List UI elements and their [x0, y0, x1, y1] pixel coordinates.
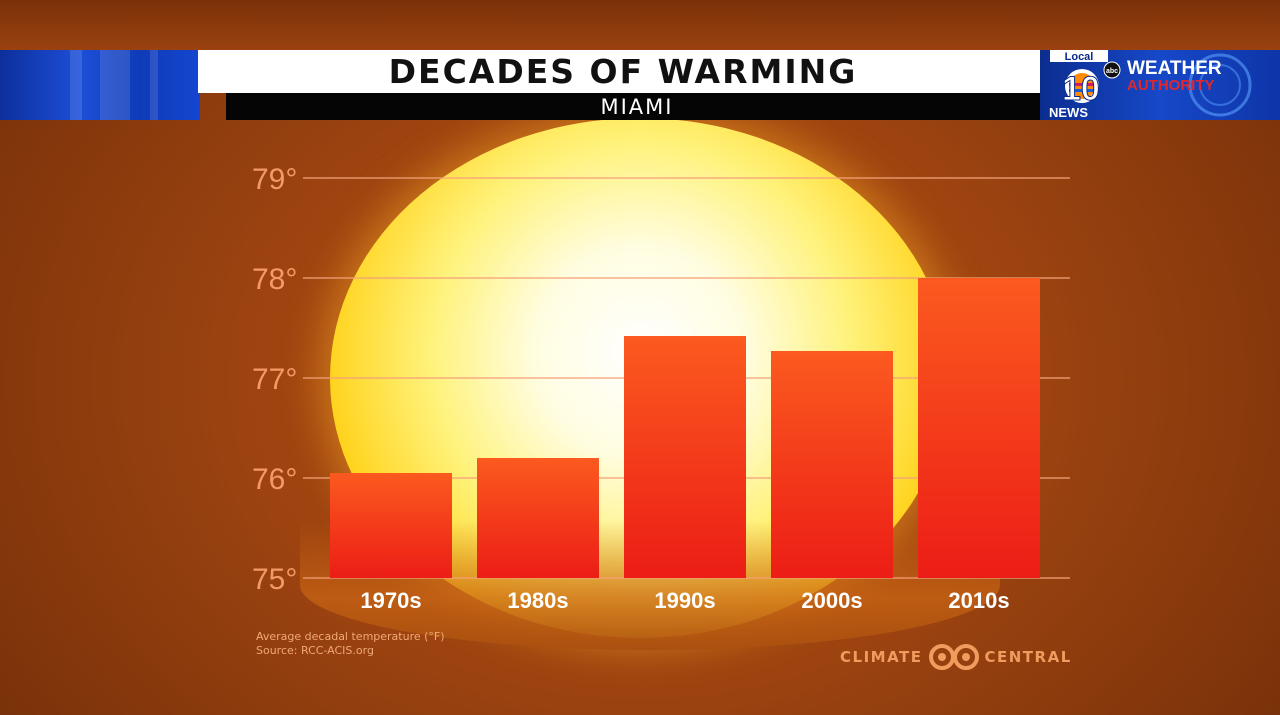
footnote-source: Source: RCC-ACIS.org: [256, 644, 374, 657]
x-category-label: 2010s: [948, 588, 1009, 613]
page-title: DECADES OF WARMING: [388, 52, 858, 91]
title-bar: DECADES OF WARMING: [198, 50, 1048, 93]
station-logo-graphic: Local 10 NEWS abc WEATHER AUTHORITY: [1049, 50, 1252, 120]
header-left-accent: [0, 50, 200, 120]
local-label: Local: [1065, 51, 1094, 63]
brand-word-left: CLIMATE: [840, 648, 923, 666]
x-category-label: 1980s: [507, 588, 568, 613]
page-subtitle: MIAMI: [600, 94, 674, 119]
y-tick-label: 78°: [252, 263, 297, 296]
brand-word-right: CENTRAL: [984, 648, 1072, 666]
climate-central-logo: CLIMATE CENTRAL: [840, 644, 1072, 670]
bar-1970s: [330, 473, 452, 578]
bar-1980s: [477, 458, 599, 578]
bar-1990s: [624, 336, 746, 578]
y-tick-label: 79°: [252, 163, 297, 196]
bar-2010s: [918, 278, 1040, 578]
y-tick-label: 77°: [252, 363, 297, 396]
station-logo: Local 10 NEWS abc WEATHER AUTHORITY: [1040, 50, 1280, 120]
chart-x-labels: 1970s 1980s 1990s 2000s 2010s: [360, 588, 1009, 613]
chart-footnote: Average decadal temperature (°F) Source:…: [256, 630, 445, 658]
top-band: [0, 0, 1280, 50]
x-category-label: 1990s: [654, 588, 715, 613]
climate-central-icon: [928, 644, 979, 670]
news-label: NEWS: [1049, 105, 1088, 120]
weather-label: WEATHER: [1127, 58, 1222, 79]
footnote-description: Average decadal temperature (°F): [256, 630, 445, 643]
chart-y-ticks: 75° 76° 77° 78° 79°: [252, 163, 297, 596]
abc-logo: abc: [1106, 68, 1118, 75]
authority-label: AUTHORITY: [1127, 77, 1215, 94]
chart-bars: [330, 278, 1040, 578]
channel-number: 10: [1062, 70, 1100, 108]
bar-2000s: [771, 351, 893, 578]
y-tick-label: 75°: [252, 563, 297, 596]
x-category-label: 1970s: [360, 588, 421, 613]
subtitle-bar: MIAMI: [226, 93, 1048, 120]
y-tick-label: 76°: [252, 463, 297, 496]
x-category-label: 2000s: [801, 588, 862, 613]
